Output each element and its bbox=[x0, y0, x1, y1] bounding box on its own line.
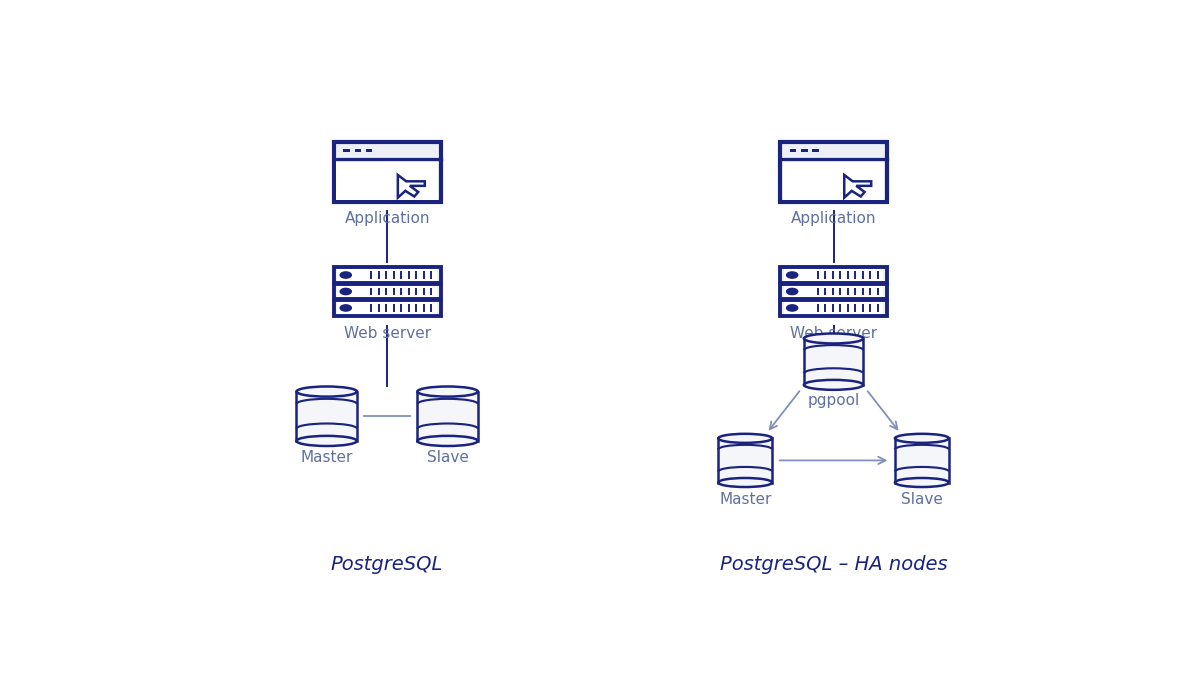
FancyBboxPatch shape bbox=[780, 267, 887, 283]
FancyBboxPatch shape bbox=[296, 392, 356, 441]
Ellipse shape bbox=[296, 436, 356, 446]
FancyBboxPatch shape bbox=[719, 438, 772, 483]
FancyBboxPatch shape bbox=[790, 148, 797, 153]
FancyBboxPatch shape bbox=[366, 148, 372, 153]
Ellipse shape bbox=[719, 478, 772, 487]
Ellipse shape bbox=[804, 380, 863, 390]
Text: PostgreSQL: PostgreSQL bbox=[331, 555, 443, 574]
Text: Application: Application bbox=[791, 211, 876, 226]
FancyBboxPatch shape bbox=[784, 302, 883, 314]
FancyBboxPatch shape bbox=[895, 438, 949, 483]
Ellipse shape bbox=[418, 436, 478, 446]
FancyBboxPatch shape bbox=[784, 269, 883, 281]
FancyBboxPatch shape bbox=[782, 157, 884, 200]
Circle shape bbox=[786, 288, 798, 294]
Text: Web server: Web server bbox=[790, 325, 877, 341]
Ellipse shape bbox=[719, 434, 772, 443]
Circle shape bbox=[340, 305, 352, 311]
FancyBboxPatch shape bbox=[780, 300, 887, 316]
FancyBboxPatch shape bbox=[334, 284, 440, 299]
Ellipse shape bbox=[895, 478, 949, 487]
FancyBboxPatch shape bbox=[780, 284, 887, 299]
FancyBboxPatch shape bbox=[780, 142, 887, 202]
Text: PostgreSQL – HA nodes: PostgreSQL – HA nodes bbox=[720, 555, 947, 574]
Text: Master: Master bbox=[300, 450, 353, 465]
FancyBboxPatch shape bbox=[802, 148, 808, 153]
Ellipse shape bbox=[296, 387, 356, 397]
FancyBboxPatch shape bbox=[336, 157, 438, 200]
Text: Application: Application bbox=[344, 211, 430, 226]
FancyBboxPatch shape bbox=[337, 286, 437, 297]
Circle shape bbox=[340, 288, 352, 294]
FancyBboxPatch shape bbox=[334, 142, 440, 202]
FancyBboxPatch shape bbox=[343, 148, 350, 153]
Text: Slave: Slave bbox=[427, 450, 468, 465]
FancyBboxPatch shape bbox=[337, 269, 437, 281]
FancyBboxPatch shape bbox=[337, 302, 437, 314]
Text: Web server: Web server bbox=[343, 325, 431, 341]
Polygon shape bbox=[398, 175, 425, 198]
Polygon shape bbox=[845, 175, 871, 198]
Ellipse shape bbox=[418, 387, 478, 397]
FancyBboxPatch shape bbox=[334, 267, 440, 283]
Circle shape bbox=[786, 272, 798, 278]
FancyBboxPatch shape bbox=[418, 392, 478, 441]
Circle shape bbox=[340, 272, 352, 278]
FancyBboxPatch shape bbox=[355, 148, 361, 153]
Text: pgpool: pgpool bbox=[808, 393, 859, 408]
FancyBboxPatch shape bbox=[804, 338, 863, 385]
FancyBboxPatch shape bbox=[334, 300, 440, 316]
FancyBboxPatch shape bbox=[812, 148, 818, 153]
Text: Slave: Slave bbox=[901, 492, 943, 507]
Circle shape bbox=[786, 305, 798, 311]
Ellipse shape bbox=[895, 434, 949, 443]
Ellipse shape bbox=[804, 333, 863, 344]
FancyBboxPatch shape bbox=[784, 286, 883, 297]
Text: Master: Master bbox=[719, 492, 772, 507]
